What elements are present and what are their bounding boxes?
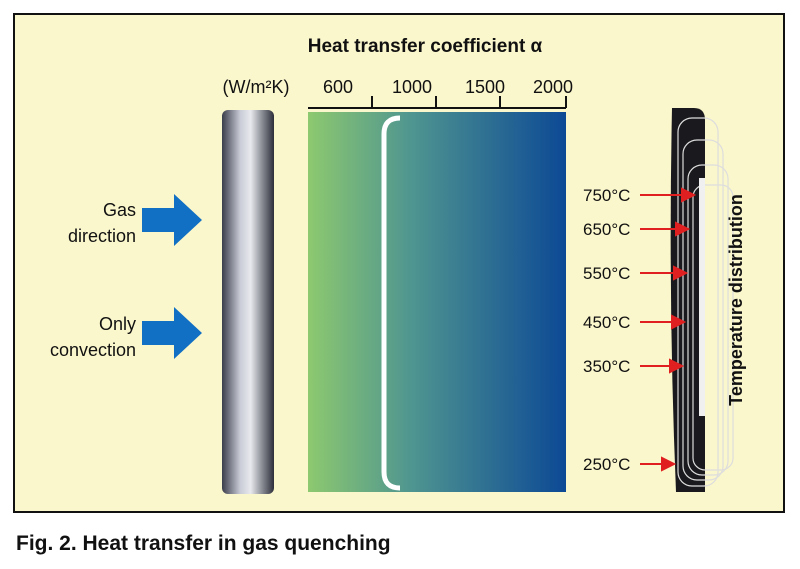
temperature-label: 350°C <box>583 357 630 376</box>
flow-label: Gas <box>103 200 136 220</box>
bracket <box>381 115 401 491</box>
side-label: Temperature distribution <box>726 194 746 406</box>
caption: Fig. 2. Heat transfer in gas quenching <box>16 532 391 555</box>
temperature-label: 550°C <box>583 264 630 283</box>
temperature-label: 450°C <box>583 313 630 332</box>
flow-arrow <box>142 307 202 359</box>
scale-label: 600 <box>323 77 353 97</box>
scale-label: 1500 <box>465 77 505 97</box>
scale-ticks <box>308 96 567 109</box>
temperature-label: 750°C <box>583 186 630 205</box>
cylinder <box>222 110 274 494</box>
title: Heat transfer coefficient α <box>308 36 543 57</box>
unit: (W/m²K) <box>223 77 290 97</box>
temperature-label: 650°C <box>583 220 630 239</box>
temperature-arrows <box>640 187 697 472</box>
scale-label: 1000 <box>392 77 432 97</box>
flow-label: Only <box>99 314 136 334</box>
htc-gradient <box>308 112 566 492</box>
flow-label: direction <box>68 226 136 246</box>
temperature-label: 250°C <box>583 455 630 474</box>
scale-label: 2000 <box>533 77 573 97</box>
flow-arrow <box>142 194 202 246</box>
flow-label: convection <box>50 340 136 360</box>
temperature-profile <box>670 108 734 492</box>
